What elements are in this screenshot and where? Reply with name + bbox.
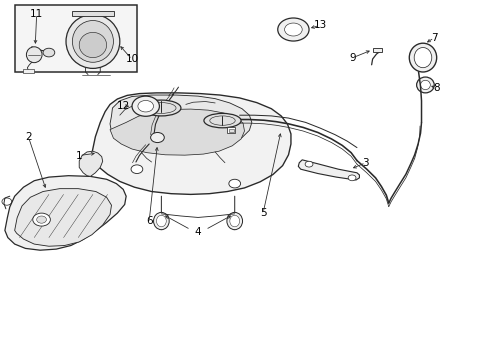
Ellipse shape: [153, 212, 169, 230]
Text: 7: 7: [430, 33, 437, 43]
Ellipse shape: [138, 100, 153, 112]
Polygon shape: [110, 109, 244, 155]
Ellipse shape: [33, 213, 50, 226]
Ellipse shape: [228, 179, 240, 188]
Bar: [72, 11, 114, 16]
Bar: [372, 48, 382, 52]
Text: 2: 2: [25, 132, 32, 142]
Text: 10: 10: [125, 54, 138, 64]
Ellipse shape: [156, 215, 166, 227]
Ellipse shape: [226, 212, 242, 230]
Ellipse shape: [277, 18, 308, 41]
Ellipse shape: [305, 161, 312, 167]
Text: 12: 12: [116, 101, 130, 111]
Bar: [227, 127, 235, 133]
Bar: [228, 129, 233, 132]
Ellipse shape: [43, 48, 55, 57]
Ellipse shape: [142, 100, 181, 116]
Ellipse shape: [413, 48, 431, 68]
Bar: [15, 5, 137, 72]
Text: 13: 13: [313, 20, 326, 30]
Ellipse shape: [203, 113, 241, 128]
Ellipse shape: [408, 43, 436, 72]
Ellipse shape: [131, 165, 142, 174]
Ellipse shape: [416, 77, 433, 93]
Ellipse shape: [72, 21, 113, 62]
Ellipse shape: [26, 47, 42, 63]
Ellipse shape: [79, 32, 106, 58]
Text: 3: 3: [362, 158, 368, 168]
Text: 9: 9: [349, 53, 356, 63]
Polygon shape: [79, 151, 102, 176]
Text: 4: 4: [194, 227, 201, 237]
Text: 6: 6: [145, 216, 152, 226]
Polygon shape: [5, 176, 126, 250]
Polygon shape: [298, 160, 359, 180]
Ellipse shape: [347, 175, 355, 181]
Text: 1: 1: [76, 150, 82, 161]
Text: 11: 11: [30, 9, 43, 19]
Polygon shape: [110, 95, 251, 152]
Ellipse shape: [132, 96, 159, 116]
Polygon shape: [15, 189, 111, 246]
Ellipse shape: [66, 14, 120, 68]
Text: 8: 8: [432, 83, 439, 93]
Bar: [15, 5, 137, 72]
Ellipse shape: [229, 215, 239, 227]
Polygon shape: [90, 93, 290, 194]
Ellipse shape: [37, 216, 46, 223]
Ellipse shape: [150, 132, 164, 143]
Bar: [23, 69, 34, 73]
Text: 5: 5: [259, 208, 266, 218]
Ellipse shape: [420, 80, 429, 90]
Ellipse shape: [284, 23, 302, 36]
